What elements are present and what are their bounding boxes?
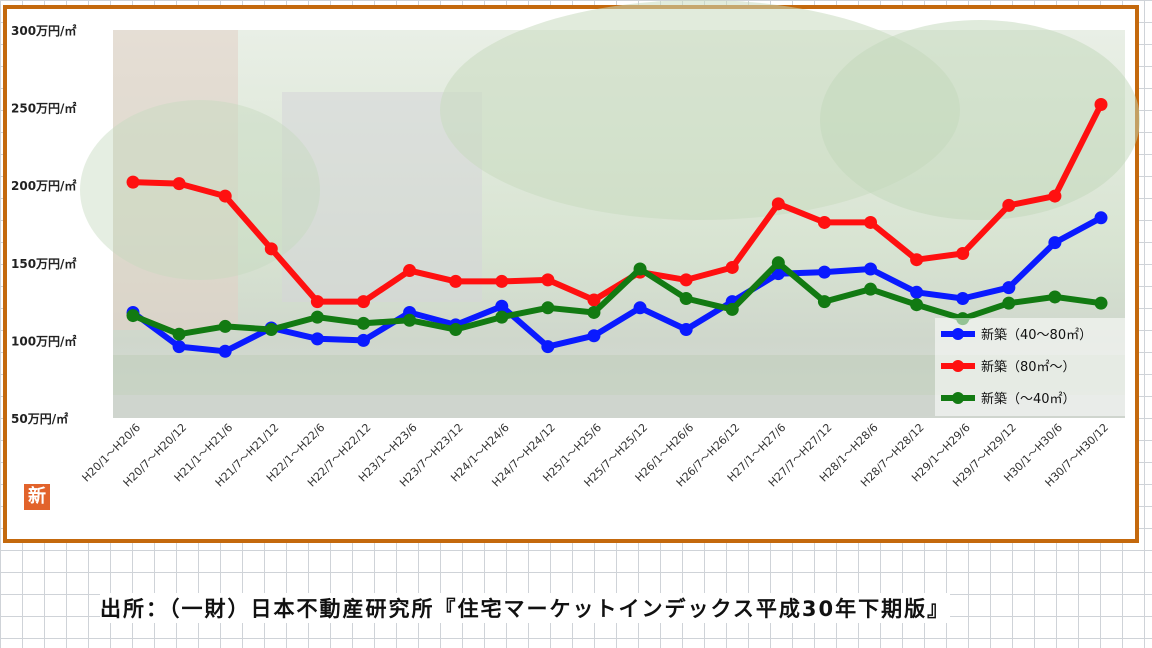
series-line <box>130 101 1104 305</box>
y-tick-label: 200万円/㎡ <box>11 178 76 193</box>
data-point <box>864 215 878 229</box>
data-point <box>587 293 601 307</box>
data-point <box>495 310 509 324</box>
data-point <box>541 301 555 315</box>
logo-icon: 新 <box>24 484 50 510</box>
legend-swatch-marker <box>952 360 964 372</box>
legend-label: 新築（～40㎡） <box>981 391 1076 407</box>
data-point <box>679 291 693 305</box>
data-point <box>356 333 370 347</box>
data-point <box>264 242 278 256</box>
data-point <box>771 267 785 281</box>
legend-label: 新築（80㎡～） <box>981 359 1076 375</box>
data-point <box>126 309 140 323</box>
data-point <box>679 273 693 287</box>
data-point <box>264 323 278 337</box>
data-point <box>310 295 324 309</box>
y-tick-label: 50万円/㎡ <box>11 411 68 426</box>
data-point <box>218 344 232 358</box>
data-point <box>1002 296 1016 310</box>
data-point <box>587 305 601 319</box>
data-point <box>1094 296 1108 310</box>
y-tick-label: 300万円/㎡ <box>11 23 76 38</box>
data-point <box>403 264 417 278</box>
data-point <box>449 274 463 288</box>
source-citation: 出所：（一財）日本不動産研究所『住宅マーケットインデックス平成30年下期版』 <box>100 593 951 623</box>
data-point <box>218 319 232 333</box>
data-point <box>956 291 970 305</box>
y-tick-label: 250万円/㎡ <box>11 101 76 116</box>
data-point <box>449 323 463 337</box>
data-point <box>817 265 831 279</box>
data-point <box>172 177 186 191</box>
data-point <box>1048 290 1062 304</box>
data-point <box>725 260 739 274</box>
data-point <box>910 285 924 299</box>
data-point <box>1048 189 1062 203</box>
data-point <box>126 175 140 189</box>
data-point <box>541 340 555 354</box>
data-point <box>310 310 324 324</box>
data-point <box>356 316 370 330</box>
data-point <box>633 262 647 276</box>
data-point <box>771 197 785 211</box>
data-point <box>172 327 186 341</box>
data-point <box>864 262 878 276</box>
series-1 <box>126 97 1108 309</box>
y-axis: 300万円/㎡ 250万円/㎡ 200万円/㎡ 150万円/㎡ 100万円/㎡ 50万円/… <box>11 23 76 426</box>
data-point <box>864 282 878 296</box>
data-point <box>403 313 417 327</box>
data-point <box>310 332 324 346</box>
legend-swatch-marker <box>952 392 964 404</box>
y-tick-label: 100万円/㎡ <box>11 333 76 348</box>
data-point <box>910 253 924 267</box>
series-line <box>130 214 1104 355</box>
data-point <box>1002 281 1016 295</box>
data-point <box>1094 211 1108 225</box>
data-point <box>633 301 647 315</box>
data-point <box>541 273 555 287</box>
data-point <box>771 256 785 270</box>
data-point <box>218 189 232 203</box>
data-point <box>1094 97 1108 111</box>
series-line <box>130 259 1104 338</box>
data-point <box>725 302 739 316</box>
data-point <box>1002 198 1016 212</box>
data-point <box>679 323 693 337</box>
data-point <box>172 340 186 354</box>
legend: 新築（40～80㎡） 新築（80㎡～） 新築（～40㎡） <box>935 318 1125 416</box>
legend-swatch-marker <box>952 328 964 340</box>
data-point <box>1048 236 1062 250</box>
data-point <box>956 246 970 260</box>
legend-label: 新築（40～80㎡） <box>981 327 1092 343</box>
data-point <box>587 329 601 343</box>
data-point <box>495 299 509 313</box>
data-point <box>356 295 370 309</box>
series-2 <box>126 256 1108 341</box>
background-photo <box>80 0 1140 418</box>
data-point <box>495 274 509 288</box>
x-axis: H20/1～H20/6H20/7～H20/12H21/1～H21/6H21/7～… <box>80 421 1112 490</box>
series-layer <box>126 97 1108 358</box>
data-point <box>817 295 831 309</box>
data-point <box>910 298 924 312</box>
y-tick-label: 150万円/㎡ <box>11 256 76 271</box>
data-point <box>817 215 831 229</box>
